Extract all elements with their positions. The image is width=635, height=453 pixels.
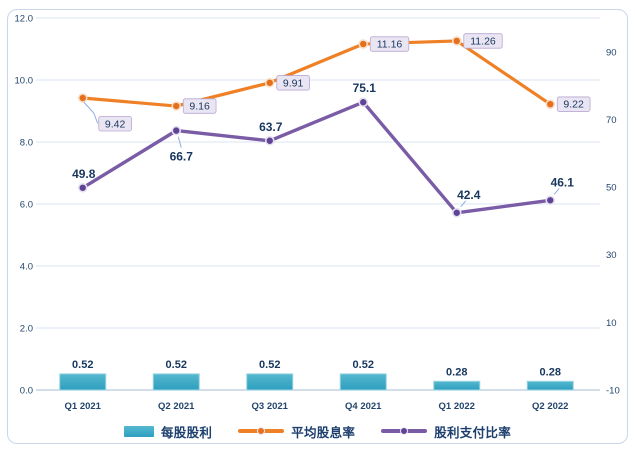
line-value-label: 11.16	[377, 39, 403, 51]
bar[interactable]	[526, 380, 574, 391]
right-axis-tick-label: 50	[606, 183, 617, 194]
line-series-path[interactable]	[81, 39, 552, 108]
bar-value-label: 0.52	[259, 359, 280, 371]
label-leader-line	[177, 136, 182, 148]
line-value-label: 49.8	[72, 167, 96, 181]
data-label-box	[98, 116, 132, 132]
data-point-marker[interactable]	[171, 125, 182, 136]
legend-label-payout-ratio: 股利支付比率	[434, 425, 512, 440]
left-axis-tick-label: 10.0	[15, 76, 34, 87]
left-axis-tick-label: 8.0	[20, 138, 33, 149]
line-value-label: 9.42	[105, 118, 126, 130]
right-axis-tick-label: -10	[606, 386, 620, 397]
line-value-label: 11.26	[470, 35, 496, 47]
left-axis-tick-label: 6.0	[20, 200, 33, 211]
data-point-marker[interactable]	[264, 135, 275, 146]
chart-legend: 每股股利 平均股息率 股利支付比率	[0, 420, 635, 442]
legend-item-dividend-per-share[interactable]: 每股股利	[123, 422, 213, 441]
data-label-box	[369, 36, 410, 52]
x-axis-category-label: Q2 2022	[532, 401, 568, 412]
legend-item-payout-ratio[interactable]: 股利支付比率	[381, 422, 511, 441]
bar[interactable]	[339, 373, 387, 391]
x-axis-category-label: Q1 2022	[439, 401, 475, 412]
bar[interactable]	[246, 373, 294, 391]
legend-bar-swatch	[123, 425, 154, 437]
data-point-marker[interactable]	[545, 195, 556, 206]
bar-value-label: 0.52	[72, 359, 93, 371]
data-point-marker[interactable]	[451, 207, 462, 218]
data-label-box	[556, 96, 591, 112]
right-axis-tick-label: 30	[606, 250, 617, 261]
label-leader-line	[460, 200, 467, 208]
legend-label-dividend-per-share: 每股股利	[160, 425, 213, 440]
label-leader-line	[83, 101, 99, 124]
line-value-label: 63.7	[259, 120, 283, 134]
chart-frame	[7, 9, 628, 444]
data-point-marker[interactable]	[358, 39, 369, 49]
bar[interactable]	[59, 373, 107, 391]
line-value-label: 9.91	[283, 77, 304, 89]
x-axis-category-label: Q4 2021	[345, 401, 382, 412]
x-axis-category-label: Q2 2021	[158, 401, 195, 412]
left-axis-tick-label: 2.0	[20, 324, 33, 335]
legend-label-average-dividend-yield: 平均股息率	[291, 425, 356, 440]
right-axis-tick-label: 90	[606, 47, 617, 58]
line-value-label: 75.1	[353, 81, 377, 95]
bar-value-label: 0.52	[353, 359, 374, 371]
right-axis-tick-label: 10	[606, 318, 617, 329]
left-axis-tick-label: 4.0	[20, 262, 33, 273]
data-point-marker[interactable]	[545, 99, 556, 109]
data-point-marker[interactable]	[77, 93, 88, 103]
data-label-box	[276, 75, 310, 91]
left-axis-tick-label: 0.0	[20, 386, 33, 397]
data-point-marker[interactable]	[451, 36, 462, 46]
gridlines	[36, 17, 600, 391]
bar-value-label: 0.28	[540, 366, 561, 378]
line-value-label: 66.7	[170, 150, 194, 164]
line-value-label: 9.22	[563, 99, 584, 111]
bar-value-label: 0.28	[446, 366, 467, 378]
right-axis-tick-label: 70	[606, 115, 617, 126]
bar[interactable]	[152, 373, 200, 391]
bar-series	[59, 373, 574, 391]
legend-line-dot-swatch-purple	[381, 427, 428, 435]
x-axis-category-label: Q1 2021	[65, 401, 102, 412]
legend-marker-dot-purple	[400, 427, 409, 435]
data-point-marker[interactable]	[358, 97, 369, 108]
data-point-marker[interactable]	[264, 77, 275, 88]
left-axis-tick-label: 12.0	[15, 14, 34, 25]
line-value-label: 46.1	[551, 175, 575, 189]
line-value-label: 9.16	[189, 101, 210, 113]
data-label-box	[463, 33, 503, 49]
data-point-marker[interactable]	[171, 101, 182, 111]
bar-value-label: 0.52	[166, 359, 187, 371]
bar[interactable]	[433, 380, 481, 391]
data-label-box	[182, 98, 217, 114]
line-value-label: 42.4	[457, 188, 481, 202]
data-point-marker[interactable]	[77, 182, 88, 193]
legend-marker-dot-orange	[257, 427, 266, 435]
x-axis-category-label: Q3 2021	[252, 401, 289, 412]
line-series-path[interactable]	[81, 100, 552, 215]
label-leader-line	[553, 187, 560, 195]
legend-item-average-dividend-yield[interactable]: 平均股息率	[238, 422, 355, 441]
legend-line-dot-swatch-orange	[238, 427, 285, 435]
